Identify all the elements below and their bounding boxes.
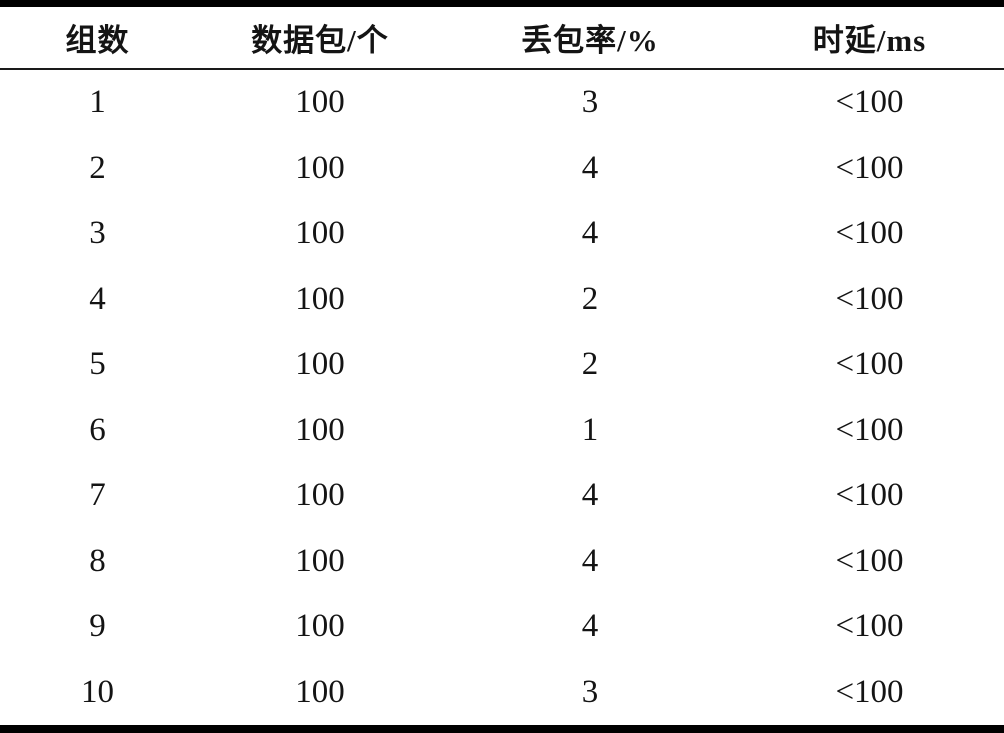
cell-loss-rate: 4: [581, 215, 599, 252]
table-row: 10 100 3 <100: [0, 660, 1004, 726]
cell-loss-rate: 3: [581, 673, 599, 710]
cell-packet-count: 100: [295, 411, 345, 448]
cell-delay: <100: [835, 346, 904, 383]
cell-packet-count: 100: [295, 477, 345, 514]
table-row: 5 100 2 <100: [0, 332, 1004, 398]
cell-loss-rate: 4: [581, 477, 599, 514]
cell-delay: <100: [835, 411, 904, 448]
table-row: 4 100 2 <100: [0, 267, 1004, 333]
cell-packet-count: 100: [295, 608, 345, 645]
cell-loss-rate: 4: [581, 542, 599, 579]
cell-group-number: 4: [89, 280, 106, 317]
cell-packet-count: 100: [295, 84, 345, 121]
table-bottom-rule: [0, 725, 1004, 733]
cell-loss-rate: 1: [581, 411, 599, 448]
table-row: 8 100 4 <100: [0, 529, 1004, 595]
cell-delay: <100: [835, 84, 904, 121]
table-row: 6 100 1 <100: [0, 398, 1004, 464]
cell-delay: <100: [835, 280, 904, 317]
cell-packet-count: 100: [295, 542, 345, 579]
header-delay: 时延/ms: [812, 23, 927, 58]
cell-delay: <100: [835, 542, 904, 579]
header-packet-count: 数据包/个: [251, 23, 389, 58]
cell-loss-rate: 2: [581, 346, 599, 383]
cell-delay: <100: [835, 673, 904, 710]
cell-group-number: 8: [89, 542, 106, 579]
table-row: 1 100 3 <100: [0, 70, 1004, 136]
cell-group-number: 3: [89, 215, 106, 252]
table-header-rule: [0, 68, 1004, 70]
cell-delay: <100: [835, 149, 904, 186]
table-row: 7 100 4 <100: [0, 463, 1004, 529]
cell-delay: <100: [835, 215, 904, 252]
cell-loss-rate: 4: [581, 149, 599, 186]
cell-group-number: 2: [89, 149, 106, 186]
cell-group-number: 5: [89, 346, 106, 383]
cell-group-number: 6: [89, 411, 106, 448]
table-row: 3 100 4 <100: [0, 201, 1004, 267]
cell-packet-count: 100: [295, 673, 345, 710]
cell-packet-count: 100: [295, 280, 345, 317]
cell-packet-count: 100: [295, 215, 345, 252]
cell-group-number: 1: [89, 84, 106, 121]
cell-packet-count: 100: [295, 149, 345, 186]
table-row: 9 100 4 <100: [0, 594, 1004, 660]
table-top-rule: [0, 0, 1004, 7]
cell-delay: <100: [835, 477, 904, 514]
cell-loss-rate: 2: [581, 280, 599, 317]
cell-group-number: 9: [89, 608, 106, 645]
cell-group-number: 7: [89, 477, 106, 514]
header-group-number: 组数: [65, 23, 130, 58]
cell-loss-rate: 3: [581, 84, 599, 121]
table-row: 2 100 4 <100: [0, 136, 1004, 202]
cell-packet-count: 100: [295, 346, 345, 383]
cell-delay: <100: [835, 608, 904, 645]
table-header-row: 组数 数据包/个 丢包率/% 时延/ms: [0, 7, 1004, 68]
header-loss-rate: 丢包率/%: [521, 23, 659, 58]
cell-loss-rate: 4: [581, 608, 599, 645]
cell-group-number: 10: [81, 673, 114, 710]
